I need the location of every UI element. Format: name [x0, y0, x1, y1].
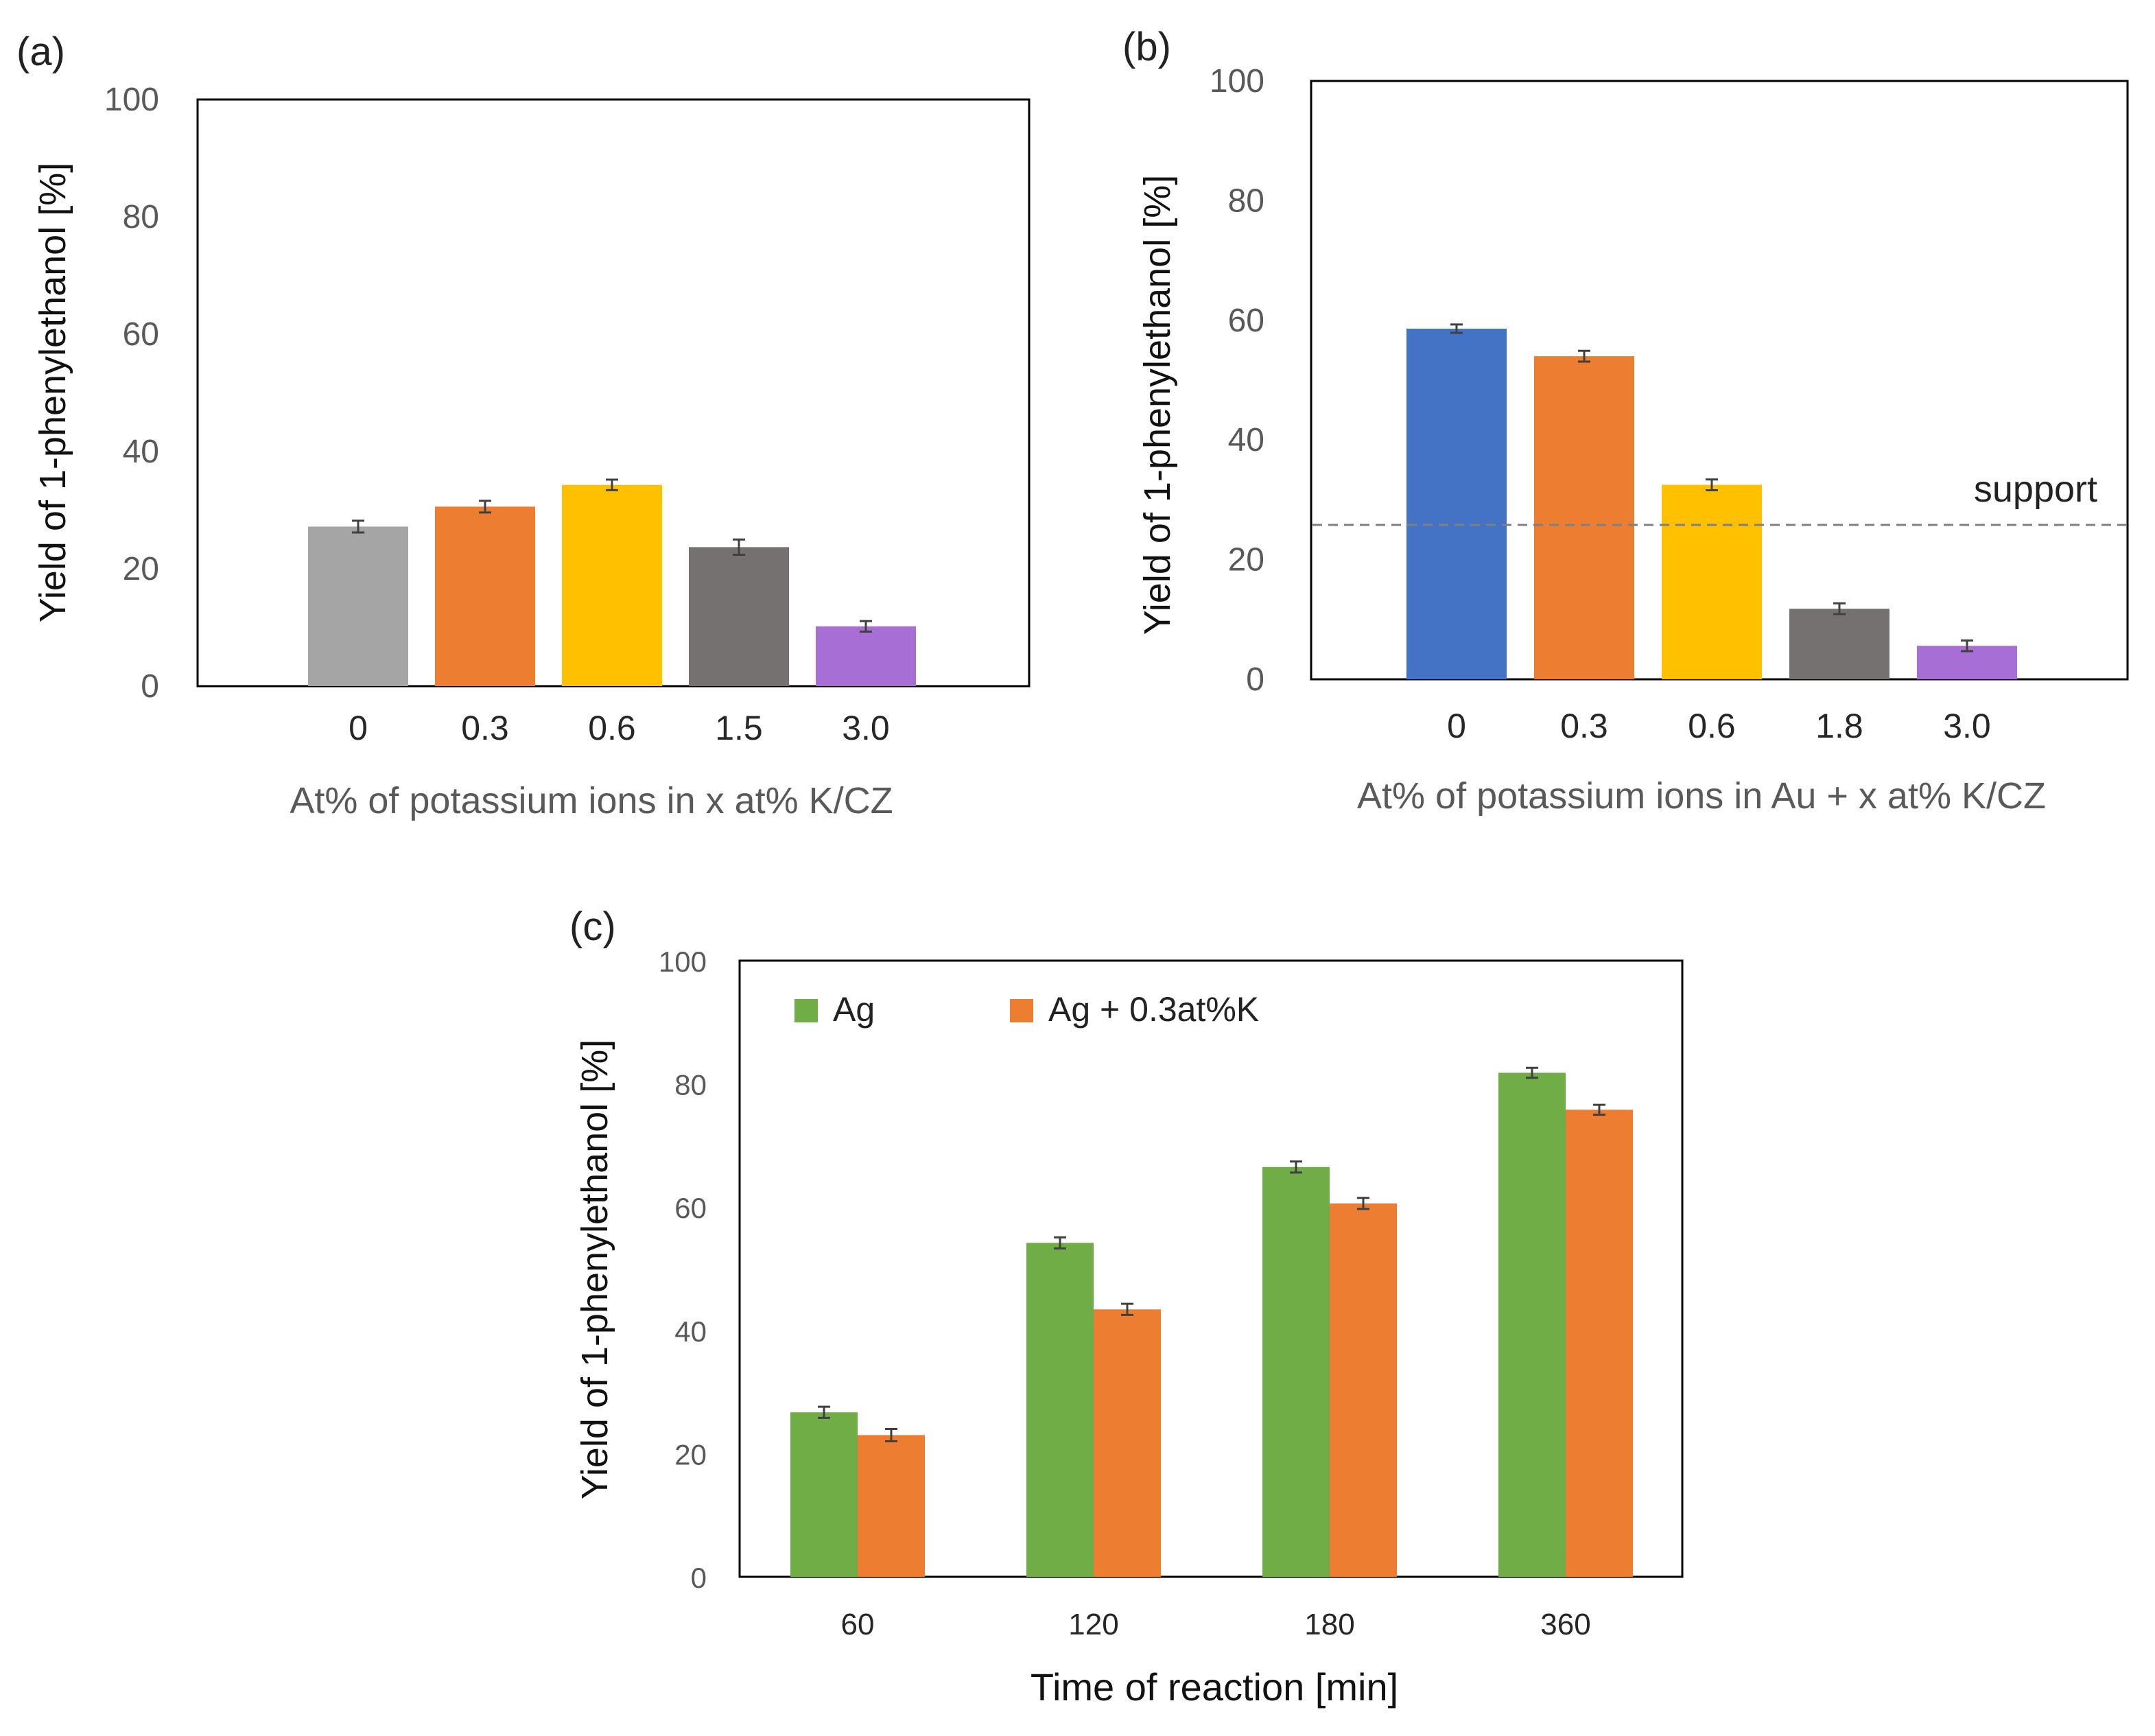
- y-tick-label: 40: [123, 434, 159, 470]
- legend-swatch: [794, 999, 818, 1022]
- bar: [689, 547, 789, 686]
- y-tick-label: 0: [1246, 661, 1264, 698]
- bar: [816, 626, 916, 686]
- x-tick-label: 0: [349, 709, 368, 747]
- x-axis-title-b: At% of potassium ions in Au + x at% K/CZ: [1357, 775, 2046, 817]
- bars-a: [308, 478, 916, 686]
- y-tick-label: 100: [104, 82, 159, 118]
- x-axis-title-c: Time of reaction [min]: [1031, 1665, 1398, 1709]
- bar: [1534, 356, 1634, 679]
- x-tick-label: 3.0: [1943, 707, 1991, 745]
- legend-c: Ag Ag + 0.3at%K: [794, 990, 1259, 1029]
- chart-panel-c: (c) 0 20 40 60 80 100 60 120 180 360 Ag Ag + 0.3a…: [569, 904, 1684, 1709]
- y-tick-label: 20: [123, 551, 159, 587]
- bar: [1262, 1166, 1330, 1577]
- bar: [1406, 329, 1507, 679]
- bar: [858, 1435, 925, 1577]
- bars-c: [790, 1066, 1633, 1577]
- x-tick-label: 3.0: [842, 709, 890, 747]
- y-tick-label: 100: [659, 946, 707, 978]
- x-tick-label: 0.6: [588, 709, 636, 747]
- legend-label: Ag + 0.3at%K: [1048, 990, 1259, 1029]
- y-tick-label: 20: [674, 1438, 707, 1470]
- support-reference-line: support: [1312, 469, 2126, 526]
- bar: [1789, 609, 1889, 679]
- x-axis-categories-a: 0 0.3 0.6 1.5 3.0: [349, 709, 890, 747]
- bar: [308, 526, 408, 686]
- y-tick-label: 40: [1228, 422, 1264, 458]
- y-tick-label: 40: [674, 1315, 707, 1348]
- panel-label-a: (a): [16, 30, 65, 74]
- y-axis-title-a: Yield of 1-phenylethanol [%]: [32, 163, 73, 622]
- x-tick-label: 1.8: [1815, 707, 1863, 745]
- x-axis-title-a: At% of potassium ions in x at% K/CZ: [290, 780, 893, 821]
- y-tick-label: 0: [141, 668, 159, 705]
- y-tick-label: 60: [1228, 303, 1264, 339]
- y-tick-label: 0: [691, 1562, 707, 1594]
- y-tick-label: 20: [1228, 542, 1264, 578]
- bar: [1498, 1072, 1566, 1577]
- x-tick-label: 360: [1540, 1608, 1590, 1641]
- bar: [790, 1412, 858, 1577]
- y-tick-label: 80: [1228, 183, 1264, 219]
- x-tick-label: 0: [1447, 707, 1466, 745]
- y-tick-label: 80: [123, 199, 159, 235]
- y-axis-title-c: Yield of 1-phenylethanol [%]: [574, 1040, 615, 1499]
- panel-label-c: (c): [569, 904, 616, 949]
- x-tick-label: 0.3: [1560, 707, 1608, 745]
- plot-frame-c: [738, 959, 1684, 1578]
- bars-b: [1406, 323, 2017, 679]
- x-tick-label: 120: [1068, 1608, 1118, 1641]
- y-axis-ticks-c: 0 20 40 60 80 100: [659, 946, 707, 1594]
- x-axis-categories-c: 60 120 180 360: [841, 1608, 1591, 1641]
- y-tick-label: 60: [674, 1192, 707, 1224]
- y-axis-title-b: Yield of 1-phenylethanol [%]: [1137, 175, 1178, 635]
- y-tick-label: 80: [674, 1069, 707, 1101]
- x-tick-label: 0.6: [1688, 707, 1736, 745]
- legend-swatch: [1010, 999, 1033, 1022]
- x-axis-categories-b: 0 0.3 0.6 1.8 3.0: [1447, 707, 1991, 745]
- x-tick-label: 1.5: [715, 709, 763, 747]
- y-axis-ticks-a: 0 20 40 60 80 100: [104, 82, 159, 705]
- x-tick-label: 0.3: [461, 709, 509, 747]
- chart-panel-a: (a) 0 20 40 60 80 100 0 0.3 0.6 1.5 3.0 Yield of …: [16, 30, 1031, 821]
- y-tick-label: 100: [1210, 63, 1264, 99]
- bar: [435, 506, 535, 686]
- y-axis-ticks-b: 0 20 40 60 80 100: [1210, 63, 1264, 698]
- bar: [1026, 1243, 1094, 1577]
- bar: [1330, 1203, 1397, 1577]
- bar: [1566, 1110, 1633, 1577]
- x-tick-label: 60: [841, 1608, 875, 1641]
- reference-line-label: support: [1974, 469, 2097, 510]
- bar: [1094, 1309, 1161, 1577]
- bar: [1662, 484, 1762, 679]
- chart-panel-b: (b) 0 20 40 60 80 100 0 0.3 0.6 1.8 3.0 support Y…: [1122, 25, 2129, 817]
- panel-label-b: (b): [1122, 25, 1171, 69]
- x-tick-label: 180: [1304, 1608, 1354, 1641]
- legend-label: Ag: [833, 990, 875, 1029]
- y-tick-label: 60: [123, 316, 159, 353]
- bar: [562, 484, 662, 686]
